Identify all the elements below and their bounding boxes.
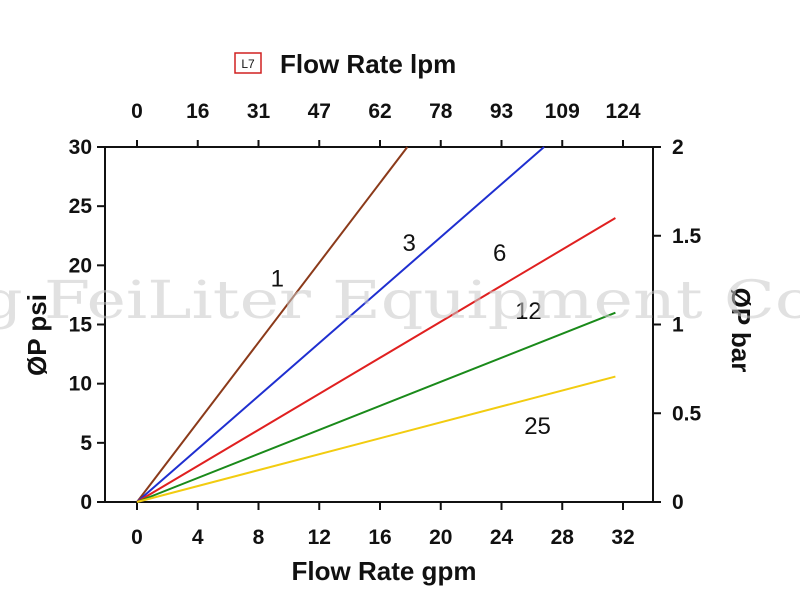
- x-tick-label: 8: [253, 526, 265, 549]
- top-tick-label: 16: [186, 100, 209, 123]
- y-axis-title: ØP psi: [22, 294, 52, 376]
- x-tick-label: 4: [192, 526, 204, 549]
- y-tick-label: 5: [80, 432, 92, 455]
- x-tick-label: 16: [368, 526, 391, 549]
- model-badge: L7: [241, 57, 255, 71]
- y-tick-label: 10: [69, 373, 92, 396]
- series-line-25: [136, 375, 616, 503]
- model-badge-box: [234, 52, 262, 74]
- series-label-12: 12: [515, 298, 542, 325]
- series-line-1: [136, 146, 409, 503]
- x-tick-label: 20: [429, 526, 452, 549]
- top-tick-label: 31: [247, 100, 271, 123]
- y-tick-label: 30: [69, 136, 92, 159]
- y-tick-label: 25: [69, 195, 93, 218]
- top-tick-label: 0: [131, 100, 143, 123]
- series-label-6: 6: [493, 240, 506, 267]
- series-line-3: [136, 146, 545, 503]
- series-label-25: 25: [524, 413, 551, 440]
- top-tick-label: 124: [605, 100, 640, 123]
- y2-tick-label: 0.5: [672, 402, 702, 425]
- series-line-6: [136, 217, 616, 503]
- x-axis-title: Flow Rate gpm: [292, 556, 477, 586]
- y-tick-label: 15: [69, 314, 93, 337]
- x-tick-label: 12: [308, 526, 331, 549]
- y2-tick-label: 0: [672, 491, 684, 514]
- y2-tick-label: 2: [672, 136, 684, 159]
- y-tick-label: 20: [69, 254, 92, 277]
- x-tick-label: 32: [611, 526, 634, 549]
- y2-tick-label: 1.5: [672, 225, 702, 248]
- top-tick-label: 47: [308, 100, 331, 123]
- series-line-12: [136, 311, 616, 503]
- top-tick-label: 78: [429, 100, 453, 123]
- top-tick-label: 62: [368, 100, 391, 123]
- x-tick-label: 24: [490, 526, 514, 549]
- y2-axis-title: ØP bar: [726, 288, 756, 373]
- y2-tick-label: 1: [672, 314, 684, 337]
- x-tick-label: 0: [131, 526, 143, 549]
- series-label-3: 3: [402, 230, 415, 257]
- top-tick-label: 93: [490, 100, 513, 123]
- x-tick-label: 28: [551, 526, 575, 549]
- top-tick-label: 109: [545, 100, 580, 123]
- series-label-1: 1: [271, 265, 284, 292]
- y-tick-label: 0: [80, 491, 92, 514]
- watermark-text: g FeiLiter Equipment Co: [0, 271, 800, 331]
- top-axis-title: Flow Rate lpm: [280, 49, 456, 79]
